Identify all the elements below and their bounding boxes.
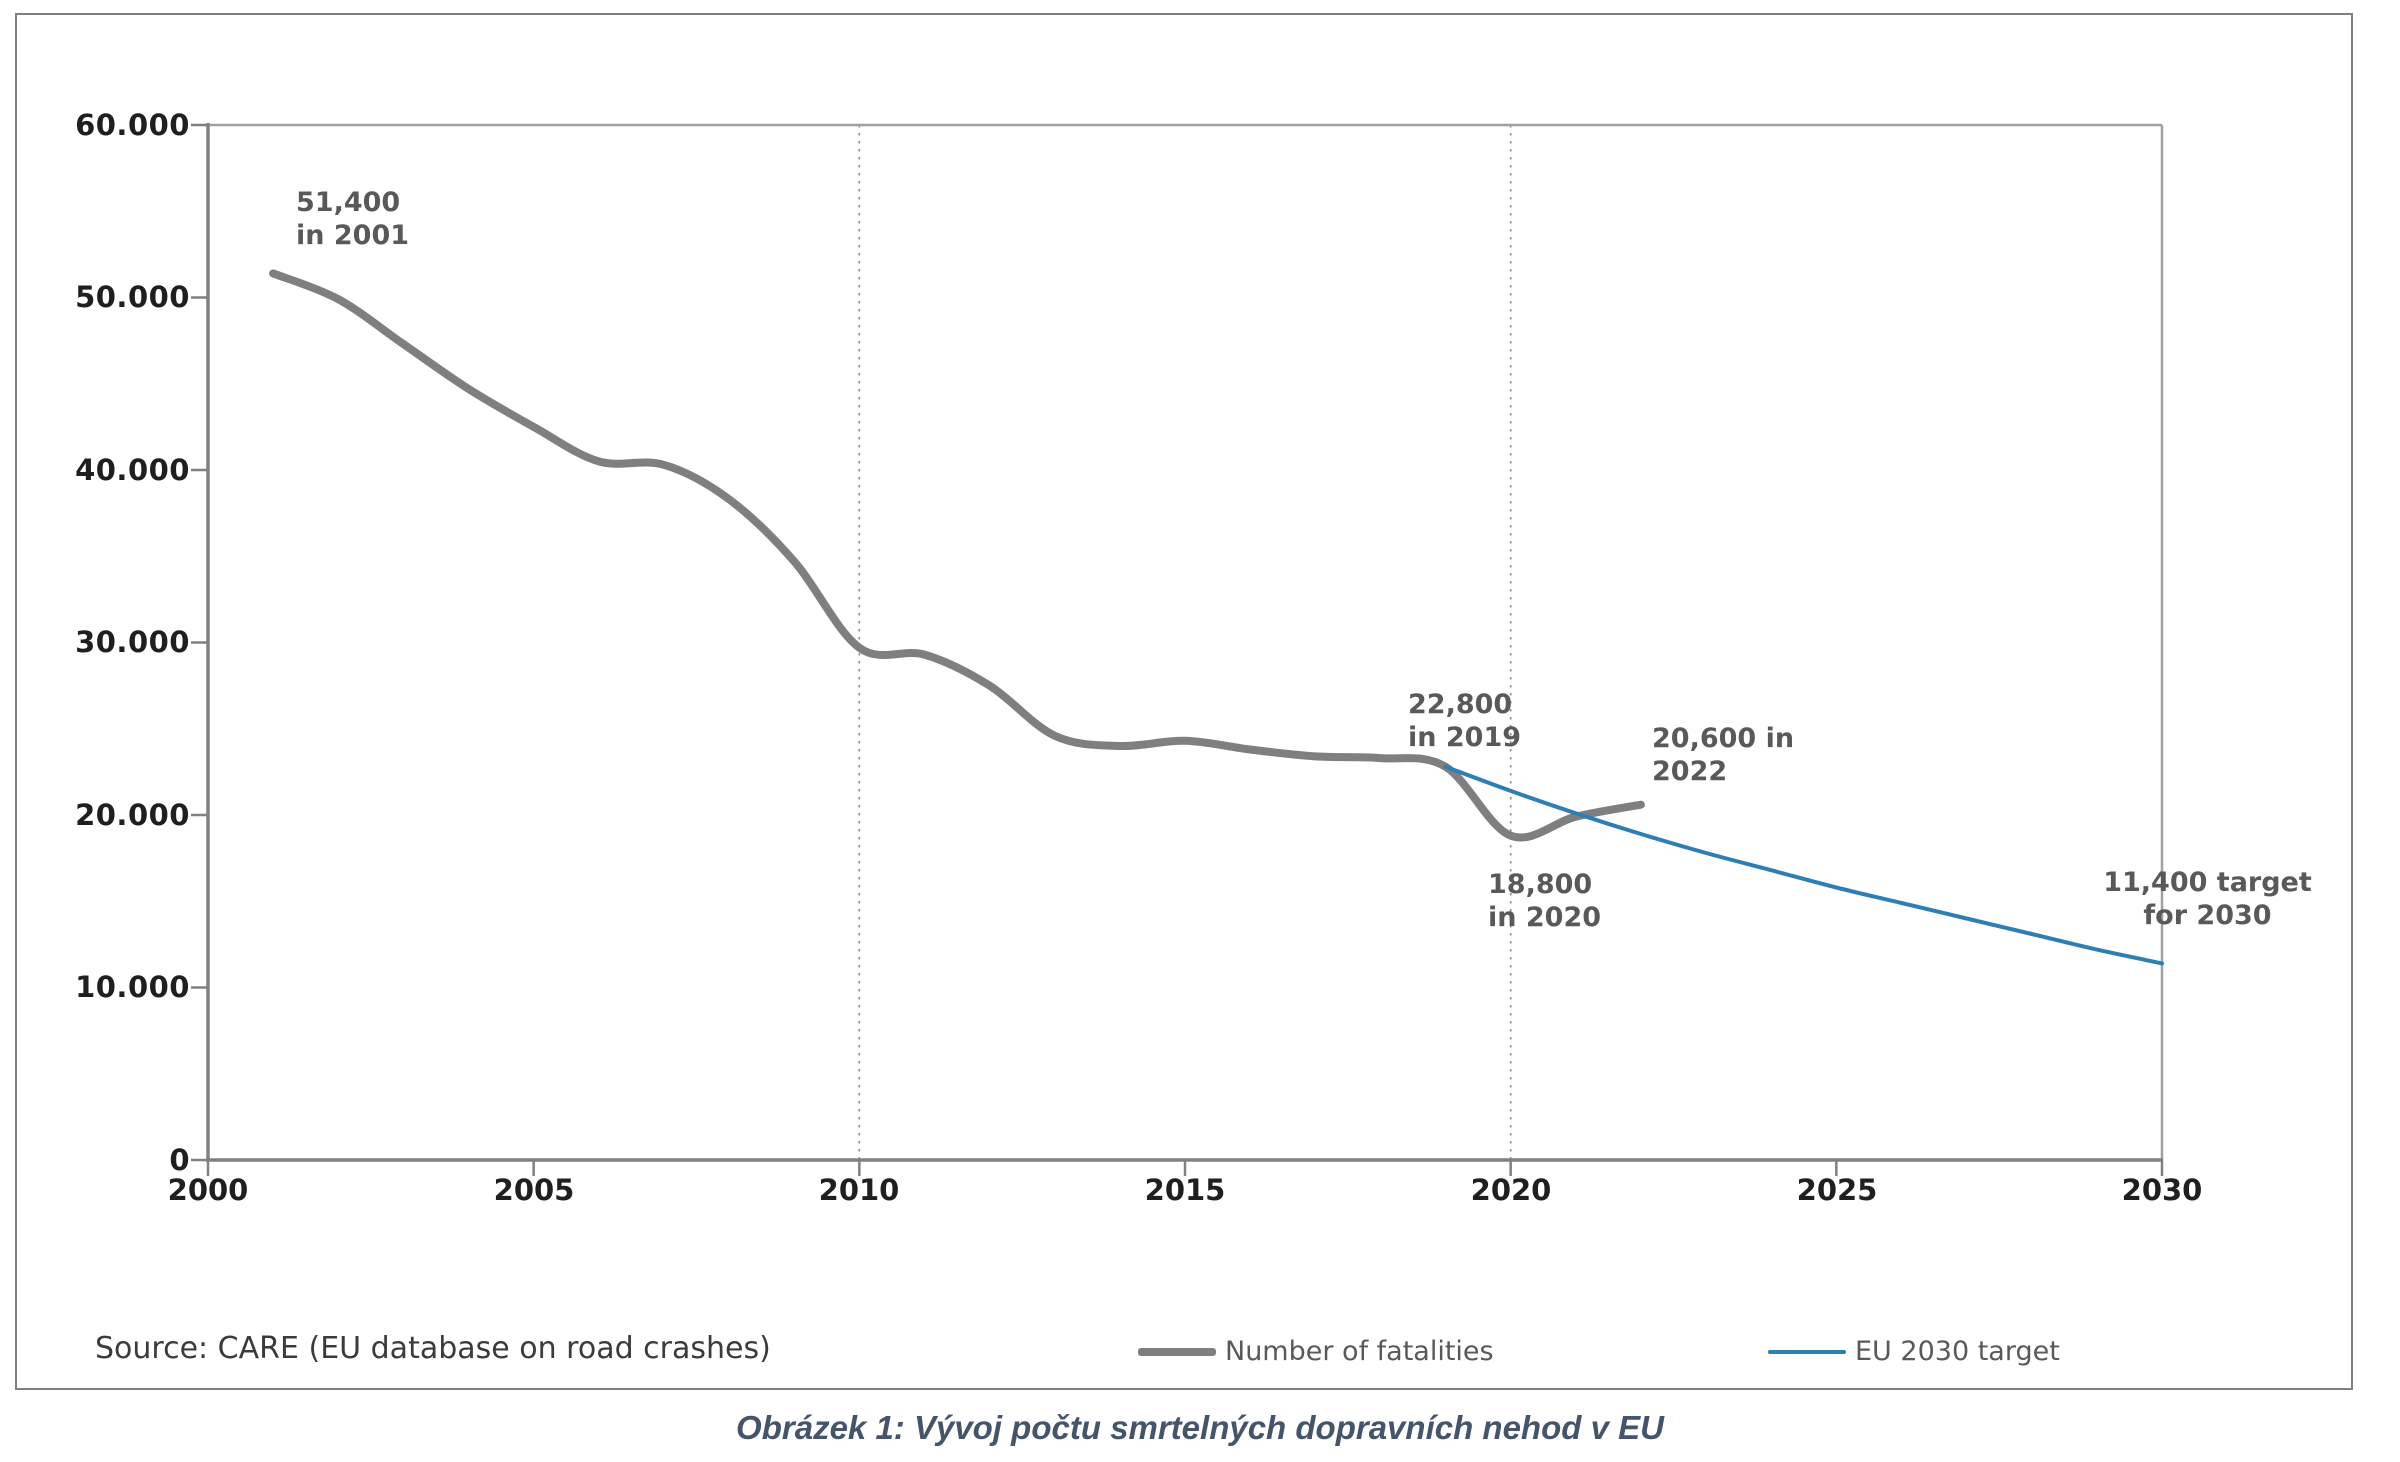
annotation-11400-target-2030: 11,400 target for 2030 (2095, 866, 2320, 932)
x-axis-label-2000: 2000 (167, 1173, 249, 1207)
fatalities-line-swatch-icon (1138, 1348, 1216, 1356)
y-axis-label-30000: 30.000 (75, 625, 190, 659)
legend-label-fatalities: Number of fatalities (1225, 1336, 1494, 1367)
annotation-line: 11,400 target (2103, 867, 2312, 898)
annotation-line: 2022 (1652, 756, 1728, 787)
annotation-line: 51,400 (296, 187, 401, 218)
figure-caption: Obrázek 1: Vývoj počtu smrtelných doprav… (736, 1409, 1664, 1446)
source-note: Source: CARE (EU database on road crashe… (95, 1331, 771, 1366)
fatalities-line (269, 269, 1645, 842)
x-axis-label-2005: 2005 (493, 1173, 575, 1207)
x-axis-label-2030: 2030 (2121, 1173, 2203, 1207)
annotation-20600-2022: 20,600 in 2022 (1652, 722, 1794, 788)
annotation-line: for 2030 (2143, 900, 2272, 931)
x-axis-label-2015: 2015 (1144, 1173, 1226, 1207)
y-axis-label-10000: 10.000 (75, 970, 190, 1004)
y-axis-label-0: 0 (169, 1143, 190, 1177)
legend-label-target: EU 2030 target (1855, 1336, 2060, 1367)
y-axis-label-50000: 50.000 (75, 280, 190, 314)
y-axis-label-20000: 20.000 (75, 798, 190, 832)
legend-item-fatalities: Number of fatalities (1138, 1330, 1494, 1374)
annotation-51400-2001: 51,400 in 2001 (296, 186, 409, 252)
annotation-line: in 2019 (1408, 722, 1522, 753)
annotation-line: in 2020 (1488, 902, 1602, 933)
annotation-22800-2019: 22,800 in 2019 (1408, 688, 1521, 754)
target-line (1443, 764, 2164, 966)
annotation-line: 22,800 (1408, 689, 1513, 720)
annotation-line: 20,600 in (1652, 723, 1795, 754)
x-axis-label-2020: 2020 (1470, 1173, 1552, 1207)
x-axis-label-2010: 2010 (818, 1173, 900, 1207)
annotation-18800-2020: 18,800 in 2020 (1488, 868, 1601, 934)
legend-item-target: EU 2030 target (1768, 1330, 2060, 1374)
target-line-swatch-icon (1768, 1350, 1846, 1354)
x-axis-label-2025: 2025 (1796, 1173, 1878, 1207)
annotation-line: in 2001 (296, 220, 410, 251)
y-axis-label-60000: 60.000 (75, 108, 190, 142)
annotation-line: 18,800 (1488, 869, 1593, 900)
y-axis-label-40000: 40.000 (75, 453, 190, 487)
